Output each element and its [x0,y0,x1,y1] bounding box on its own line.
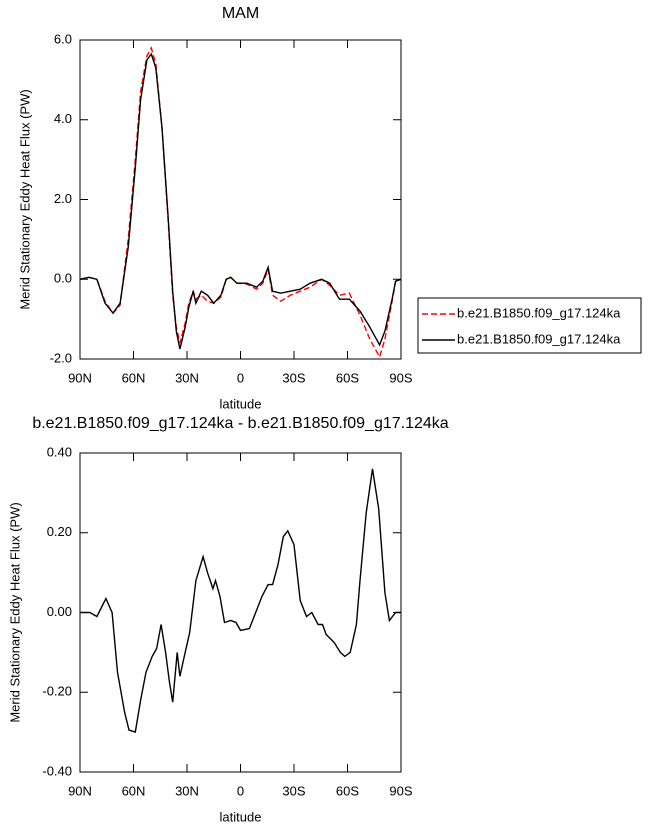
data-line [79,46,402,359]
x-tick-label: 0 [237,370,244,385]
x-tick-label: 60N [122,783,146,798]
x-tick-label: 90N [68,783,92,798]
legend-label: b.e21.B1850.f09_g17.124ka [457,305,621,320]
y-tick-label: -0.20 [42,684,72,699]
y-axis-title: Merid Stationary Eddy Heat Flux (PW) [17,89,32,309]
x-tick-label: 30N [175,783,199,798]
x-tick-label: 90N [68,370,92,385]
x-tick-label: 30S [282,370,305,385]
x-tick-label: 90S [389,370,412,385]
plot-frame [79,39,402,360]
y-tick-label: -0.40 [42,763,72,778]
x-axis-title: latitude [220,809,262,824]
legend-box [417,297,642,354]
y-tick-label: 6.0 [54,31,72,46]
x-tick-label: 30N [175,370,199,385]
data-line [80,468,401,734]
x-tick-label: 60S [336,783,359,798]
x-axis-title: latitude [220,396,262,411]
chart-title: b.e21.B1850.f09_g17.124ka - b.e21.B1850.… [32,415,448,432]
data-line [79,52,402,350]
y-tick-label: 0.0 [54,271,72,286]
y-tick-label: 0.20 [47,524,72,539]
y-tick-label: 4.0 [54,111,72,126]
y-tick-label: 2.0 [54,191,72,206]
x-tick-label: 30S [282,783,305,798]
x-tick-label: 0 [237,783,244,798]
x-tick-label: 60S [336,370,359,385]
legend-label: b.e21.B1850.f09_g17.124ka [457,331,621,346]
chart-title: MAM [222,5,259,22]
x-tick-label: 60N [122,370,146,385]
y-axis-title: Merid Stationary Eddy Heat Flux (PW) [7,502,22,722]
y-tick-label: -2.0 [50,350,72,365]
plot-frame [79,452,402,773]
x-tick-label: 90S [389,783,412,798]
y-tick-label: 0.40 [47,444,72,459]
y-tick-label: 0.00 [47,604,72,619]
